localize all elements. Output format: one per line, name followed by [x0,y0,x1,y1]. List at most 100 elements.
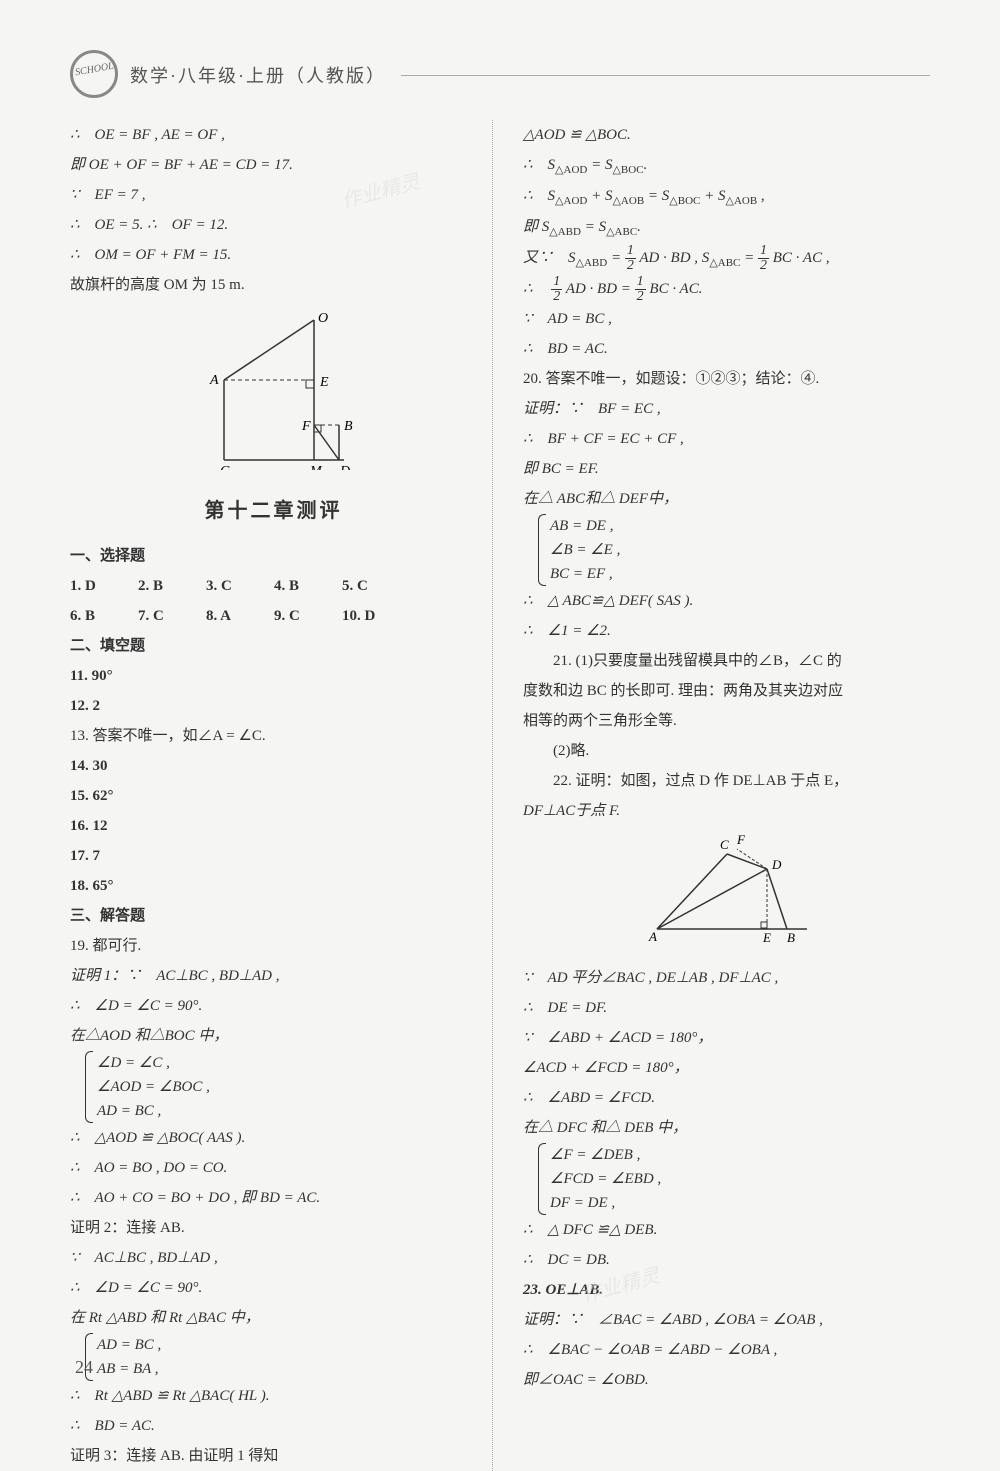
svg-text:B: B [787,930,795,944]
text-line: ∴ △AOD ≌ △BOC( AAS ). [70,1123,477,1153]
text-line: ∠ACD + ∠FCD = 180°， [523,1053,930,1083]
brace-line: ∠F = ∠DEB , [550,1143,661,1167]
text-line: ∵ ∠ABD + ∠ACD = 180°， [523,1023,930,1053]
answer-row: 1. D 2. B 3. C 4. B 5. C [70,571,477,601]
school-logo: SCHOOL [70,50,120,100]
answer: 2. B [138,571,206,601]
text-line: ∴ ∠D = ∠C = 90°. [70,991,477,1021]
svg-text:E: E [762,930,771,944]
answer: 9. C [274,601,342,631]
text-line: 故旗杆的高度 OM 为 15 m. [70,270,477,300]
answer: 3. C [206,571,274,601]
text-line: ∴ BD = AC. [523,334,930,364]
page-number: 24 [75,1357,93,1378]
svg-text:D: D [771,857,782,872]
text-line: 21. (1)只要度量出残留模具中的∠B，∠C 的 [523,646,930,676]
answer: 6. B [70,601,138,631]
label-D: D [339,464,350,470]
text-line: 在△AOD 和△BOC 中， [70,1021,477,1051]
answer: 7. C [138,601,206,631]
chapter-title: 第十二章测评 [70,491,477,531]
text-line: ∴ OE = 5. ∴ OF = 12. [70,210,477,240]
brace-line: ∠FCD = ∠EBD , [550,1167,661,1191]
text-line: 即 S△ABD = S△ABC. [523,212,930,243]
text-line: ∴ OM = OF + FM = 15. [70,240,477,270]
text-line: 相等的两个三角形全等. [523,706,930,736]
text-line: 证明：∵ BF = EC , [523,394,930,424]
label-B: B [344,419,353,434]
brace-line: AB = DE , [550,514,620,538]
header-divider [401,75,930,76]
content-area: ∴ OE = BF , AE = OF , 即 OE + OF = BF + A… [70,120,930,1471]
label-O: O [318,311,328,326]
brace-system: AD = BC , AB = BA , [85,1333,477,1381]
brace-line: BC = EF , [550,562,620,586]
answer: 1. D [70,571,138,601]
label-A: A [209,373,219,388]
text-line: 22. 证明：如图，过点 D 作 DE⊥AB 于点 E， [523,766,930,796]
text-line: 19. 都可行. [70,931,477,961]
text-line: ∴ AO = BO , DO = CO. [70,1153,477,1183]
text-line: 18. 65° [70,871,477,901]
text-line: 又∵ S△ABD = 12 AD · BD , S△ABC = 12 BC · … [523,243,930,274]
text-line: 14. 30 [70,751,477,781]
text-line: 11. 90° [70,661,477,691]
page-header: SCHOOL 数学·八年级·上册（人教版） [70,50,930,100]
text-line: ∴ Rt △ABD ≌ Rt △BAC( HL ). [70,1381,477,1411]
text-line: ∴ △ ABC≌△ DEF( SAS ). [523,586,930,616]
svg-text:F: F [736,834,746,847]
brace-system: ∠F = ∠DEB , ∠FCD = ∠EBD , DF = DE , [538,1143,930,1215]
label-E: E [319,375,329,390]
text-line: 15. 62° [70,781,477,811]
right-column: △AOD ≌ △BOC. ∴ S△AOD = S△BOC. ∴ S△AOD + … [523,120,930,1471]
brace-system: ∠D = ∠C , ∠AOD = ∠BOC , AD = BC , [85,1051,477,1123]
brace-line: AD = BC , [97,1333,161,1357]
text-line: ∴ S△AOD + S△AOB = S△BOC + S△AOB , [523,181,930,212]
text-line: 13. 答案不唯一，如∠A = ∠C. [70,721,477,751]
brace-line: ∠AOD = ∠BOC , [97,1075,210,1099]
section-heading: 一、选择题 [70,541,477,571]
brace-line: DF = DE , [550,1191,661,1215]
section-heading: 三、解答题 [70,901,477,931]
text-line: ∴ DC = DB. [523,1245,930,1275]
svg-text:C: C [720,837,729,852]
brace-system: AB = DE , ∠B = ∠E , BC = EF , [538,514,930,586]
label-M: M [309,464,323,470]
section-heading: 二、填空题 [70,631,477,661]
text-line: ∴ BF + CF = EC + CF , [523,424,930,454]
text-line: 17. 7 [70,841,477,871]
text-line: ∵ AC⊥BC , BD⊥AD , [70,1243,477,1273]
text-line: ∴ ∠D = ∠C = 90°. [70,1273,477,1303]
label-F: F [301,419,311,434]
brace-line: ∠D = ∠C , [97,1051,210,1075]
svg-text:A: A [648,929,657,944]
text-line: 证明 1：∵ AC⊥BC , BD⊥AD , [70,961,477,991]
text-line: 度数和边 BC 的长即可. 理由：两角及其夹边对应 [523,676,930,706]
text-line: (2)略. [523,736,930,766]
text-line: ∴ ∠BAC − ∠OAB = ∠ABD − ∠OBA , [523,1335,930,1365]
text-line: DF⊥AC于点 F. [523,796,930,826]
text-line: 在 Rt △ABD 和 Rt △BAC 中， [70,1303,477,1333]
brace-line: AD = BC , [97,1099,210,1123]
answer: 5. C [342,571,410,601]
answer: 10. D [342,601,410,631]
text-line: ∴ S△AOD = S△BOC. [523,150,930,181]
text-line: 在△ ABC和△ DEF中， [523,484,930,514]
text-line: ∴ OE = BF , AE = OF , [70,120,477,150]
text-line: ∵ AD = BC , [523,304,930,334]
text-line: ∵ AD 平分∠BAC , DE⊥AB , DF⊥AC , [523,963,930,993]
text-line: △AOD ≌ △BOC. [523,120,930,150]
text-line: 即∠OAC = ∠OBD. [523,1365,930,1395]
text-line: ∴ △ DFC ≌△ DEB. [523,1215,930,1245]
text-line: ∴ AO + CO = BO + DO , 即 BD = AC. [70,1183,477,1213]
text-line: ∴ ∠1 = ∠2. [523,616,930,646]
answer: 4. B [274,571,342,601]
label-C: C [220,464,230,470]
geometry-diagram-2: C F D A E B [523,834,930,955]
text-line: 20. 答案不唯一，如题设：①②③；结论：④. [523,364,930,394]
text-line: 12. 2 [70,691,477,721]
header-title: 数学·八年级·上册（人教版） [130,62,386,88]
text-line: 证明 2：连接 AB. [70,1213,477,1243]
text-line: ∴ DE = DF. [523,993,930,1023]
answer: 8. A [206,601,274,631]
